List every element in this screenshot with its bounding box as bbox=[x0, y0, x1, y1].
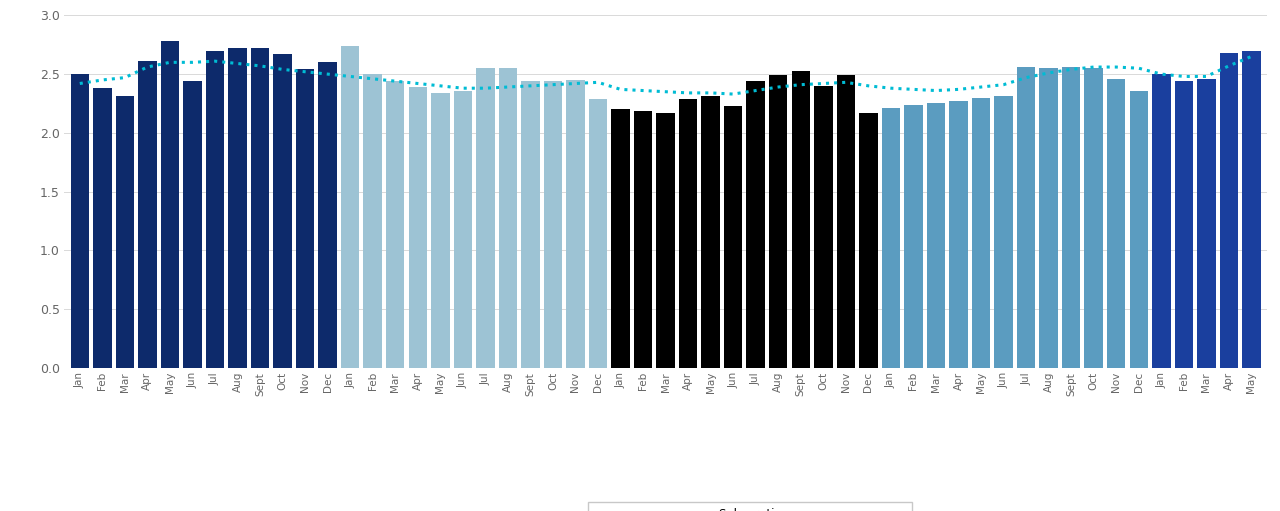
Bar bbox=[1016, 67, 1036, 368]
Bar bbox=[950, 101, 968, 368]
Bar bbox=[701, 97, 719, 368]
Bar bbox=[1152, 74, 1170, 368]
Bar bbox=[183, 81, 202, 368]
Bar bbox=[837, 75, 855, 368]
Bar bbox=[814, 86, 832, 368]
Bar bbox=[566, 80, 585, 368]
Bar bbox=[408, 87, 428, 368]
Bar bbox=[431, 93, 449, 368]
Bar bbox=[904, 105, 923, 368]
Bar bbox=[1062, 67, 1080, 368]
Bar bbox=[364, 74, 381, 368]
Bar bbox=[340, 46, 360, 368]
Bar bbox=[1107, 79, 1125, 368]
Bar bbox=[251, 48, 269, 368]
Bar bbox=[70, 74, 90, 368]
Bar bbox=[228, 48, 247, 368]
Bar bbox=[995, 97, 1012, 368]
Bar bbox=[927, 103, 945, 368]
Bar bbox=[859, 113, 878, 368]
Bar bbox=[589, 99, 607, 368]
Legend: 2020, 2021, 2022, 2023, 2024: 2020, 2021, 2022, 2023, 2024 bbox=[588, 502, 911, 511]
Bar bbox=[499, 68, 517, 368]
Bar bbox=[476, 68, 494, 368]
Bar bbox=[791, 71, 810, 368]
Bar bbox=[319, 62, 337, 368]
Bar bbox=[634, 110, 653, 368]
Bar bbox=[1084, 68, 1103, 368]
Bar bbox=[657, 113, 675, 368]
Bar bbox=[544, 81, 562, 368]
Bar bbox=[1129, 90, 1148, 368]
Bar bbox=[1175, 81, 1193, 368]
Bar bbox=[138, 61, 156, 368]
Bar bbox=[274, 54, 292, 368]
Bar bbox=[882, 108, 900, 368]
Bar bbox=[769, 75, 787, 368]
Bar bbox=[1197, 79, 1216, 368]
Bar bbox=[115, 97, 134, 368]
Bar bbox=[1039, 68, 1057, 368]
Bar bbox=[521, 81, 540, 368]
Bar bbox=[453, 90, 472, 368]
Bar bbox=[1220, 53, 1238, 368]
Bar bbox=[724, 106, 742, 368]
Bar bbox=[387, 81, 404, 368]
Bar bbox=[972, 98, 991, 368]
Bar bbox=[612, 109, 630, 368]
Bar bbox=[206, 51, 224, 368]
Bar bbox=[161, 41, 179, 368]
Bar bbox=[93, 88, 111, 368]
Bar bbox=[296, 69, 315, 368]
Bar bbox=[678, 99, 698, 368]
Bar bbox=[746, 81, 765, 368]
Bar bbox=[1242, 51, 1261, 368]
